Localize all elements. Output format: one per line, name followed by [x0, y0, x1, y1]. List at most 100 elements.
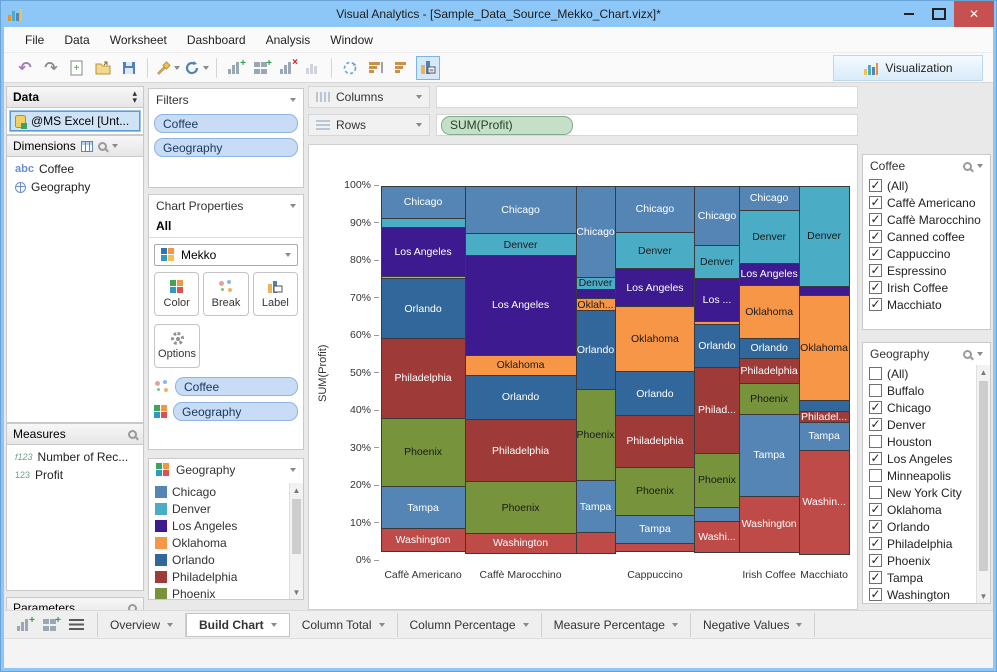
dropdown-arrow-icon[interactable]	[111, 144, 118, 148]
legend-item-phoenix[interactable]: Phoenix	[149, 585, 289, 599]
filter-item-irish-coffee[interactable]: ✓ Irish Coffee	[863, 279, 990, 296]
mekko-segment-irish-coffee-denver[interactable]: Denver	[738, 209, 800, 264]
checkbox-unchecked-icon[interactable]	[869, 486, 882, 499]
mekko-segment-espressino-chicago[interactable]: Chicago	[694, 185, 740, 247]
filter-item-espressino[interactable]: ✓ Espressino	[863, 262, 990, 279]
checkbox-checked-icon[interactable]: ✓	[869, 417, 882, 431]
color-shelf-pill[interactable]: Geography	[173, 402, 298, 421]
filter-item-phoenix[interactable]: ✓ Phoenix	[863, 552, 976, 569]
mekko-segment-irish-coffee-chicago[interactable]: Chicago	[738, 185, 800, 211]
filter-item-macchiato[interactable]: ✓ Macchiato	[863, 296, 990, 313]
menu-window[interactable]: Window	[330, 32, 373, 47]
filter-item-minneapolis[interactable]: Minneapolis	[863, 467, 976, 484]
mekko-segment-canned-coffee-phoenix[interactable]: Phoenix	[575, 389, 616, 482]
mekko-segment-espressino-philadelphia[interactable]: Philad...	[694, 366, 740, 454]
measures-header[interactable]: Measures	[6, 423, 144, 445]
mekko-segment-espressino-tampa[interactable]	[694, 507, 740, 522]
filter-pill-coffee[interactable]: Coffee	[154, 114, 298, 133]
dimensions-header[interactable]: Dimensions	[6, 135, 144, 157]
checkbox-checked-icon[interactable]: ✓	[869, 212, 882, 226]
sort-toggle-icon[interactable]: ▴ ▾	[132, 88, 137, 105]
minimize-button[interactable]	[894, 4, 924, 24]
filter-item-tampa[interactable]: ✓ Tampa	[863, 569, 976, 586]
checkbox-unchecked-icon[interactable]	[869, 435, 882, 448]
label-button[interactable]: Label	[252, 272, 298, 316]
checkbox-checked-icon[interactable]: ✓	[869, 400, 882, 414]
filter-item-caff-marocchino[interactable]: ✓ Caffè Marocchino	[863, 211, 990, 228]
new-file-button[interactable]: +	[65, 56, 89, 80]
menu-analysis[interactable]: Analysis	[265, 32, 311, 47]
menu-worksheet[interactable]: Worksheet	[109, 32, 167, 47]
checkbox-checked-icon[interactable]: ✓	[869, 246, 882, 260]
checkbox-unchecked-icon[interactable]	[869, 469, 882, 482]
checkbox-checked-icon[interactable]: ✓	[869, 451, 882, 465]
filter-item-all[interactable]: ✓ (All)	[863, 177, 990, 194]
mekko-segment-cappuccino-tampa[interactable]: Tampa	[614, 514, 696, 544]
checkbox-checked-icon[interactable]: ✓	[869, 519, 882, 533]
mekko-segment-caff-americano-los-angeles[interactable]: Los Angeles	[380, 226, 466, 278]
mekko-segment-irish-coffee-orlando[interactable]: Orlando	[738, 337, 800, 359]
filter-item-los-angeles[interactable]: ✓ Los Angeles	[863, 450, 976, 467]
rows-shelf-well[interactable]: SUM(Profit)	[436, 114, 858, 136]
columns-shelf-well[interactable]	[436, 86, 858, 108]
mekko-segment-cappuccino-washington[interactable]	[614, 542, 696, 553]
mekko-segment-irish-coffee-washington[interactable]: Washington	[738, 495, 800, 553]
close-button[interactable]: ✕	[954, 1, 994, 27]
mekko-segment-macchiato-tampa[interactable]: Tampa	[798, 422, 850, 451]
table-view-icon[interactable]	[80, 140, 93, 152]
tab-measure-percentage[interactable]: Measure Percentage	[542, 612, 691, 637]
scroll-up-icon[interactable]: ▲	[292, 485, 301, 495]
mekko-segment-canned-coffee-orlando[interactable]: Orlando	[575, 309, 616, 390]
mekko-segment-irish-coffee-tampa[interactable]: Tampa	[738, 414, 800, 497]
dimension-item-coffee[interactable]: abc Coffee	[7, 160, 143, 178]
filter-item-denver[interactable]: ✓ Denver	[863, 416, 976, 433]
menu-file[interactable]: File	[25, 32, 45, 47]
checkbox-checked-icon[interactable]: ✓	[869, 553, 882, 567]
data-source-item[interactable]: @MS Excel [Unt...	[9, 110, 141, 132]
measure-item-profit[interactable]: 123 Profit	[7, 466, 143, 484]
checkbox-checked-icon[interactable]: ✓	[869, 263, 882, 277]
mekko-segment-canned-coffee-tampa[interactable]: Tampa	[575, 480, 616, 534]
mekko-segment-irish-coffee-philadelphia[interactable]: Philadelphia	[738, 357, 800, 384]
refresh-button[interactable]	[183, 56, 210, 80]
filter-item-chicago[interactable]: ✓ Chicago	[863, 399, 976, 416]
mekko-segment-macchiato-washington[interactable]: Washin...	[798, 449, 850, 555]
checkbox-unchecked-icon[interactable]	[869, 384, 882, 397]
scrollbar-thumb[interactable]	[292, 499, 301, 554]
checkbox-checked-icon[interactable]: ✓	[869, 502, 882, 516]
legend-scrollbar[interactable]: ▲ ▼	[289, 483, 303, 599]
rows-shelf-header[interactable]: Rows	[308, 114, 430, 136]
mekko-segment-cappuccino-oklahoma[interactable]: Oklahoma	[614, 305, 696, 373]
sort-descending-button[interactable]	[390, 56, 414, 80]
tab-dropdown-arrow-icon[interactable]	[796, 622, 803, 627]
show-labels-toggle[interactable]	[416, 55, 440, 80]
filter-item-new-york-city[interactable]: New York City	[863, 484, 976, 501]
mekko-segment-cappuccino-los-angeles[interactable]: Los Angeles	[614, 268, 696, 307]
mekko-segment-caff-americano-phoenix[interactable]: Phoenix	[380, 417, 466, 487]
mekko-segment-caff-marocchino-phoenix[interactable]: Phoenix	[464, 481, 577, 534]
filter-item-washington[interactable]: ✓ Washington	[863, 586, 976, 603]
mekko-segment-caff-americano-washington[interactable]: Washington	[380, 528, 466, 553]
mekko-segment-caff-marocchino-los-angeles[interactable]: Los Angeles	[464, 254, 577, 356]
scroll-up-icon[interactable]: ▲	[979, 367, 988, 377]
search-icon[interactable]	[963, 161, 972, 171]
mekko-segment-macchiato-oklahoma[interactable]: Oklahoma	[798, 295, 850, 402]
checkbox-checked-icon[interactable]: ✓	[869, 297, 882, 311]
mekko-segment-irish-coffee-phoenix[interactable]: Phoenix	[738, 382, 800, 416]
tab-overview[interactable]: Overview	[97, 612, 187, 637]
color-button[interactable]: Color	[154, 272, 200, 316]
geography-filter-header[interactable]: Geography	[863, 343, 990, 365]
mekko-segment-espressino-los-angeles[interactable]: Los ...	[694, 278, 740, 322]
mekko-segment-caff-marocchino-philadelphia[interactable]: Philadelphia	[464, 418, 577, 483]
checkbox-checked-icon[interactable]: ✓	[869, 587, 882, 601]
filter-item-houston[interactable]: Houston	[863, 433, 976, 450]
scroll-down-icon[interactable]: ▼	[979, 591, 988, 601]
mekko-segment-caff-americano-tampa[interactable]: Tampa	[380, 485, 466, 530]
filter-item-canned-coffee[interactable]: ✓ Canned coffee	[863, 228, 990, 245]
tab-dropdown-arrow-icon[interactable]	[522, 622, 529, 627]
chart-type-select[interactable]: Mekko	[154, 244, 298, 266]
checkbox-checked-icon[interactable]: ✓	[869, 195, 882, 209]
filter-item-caff-americano[interactable]: ✓ Caffè Americano	[863, 194, 990, 211]
mekko-segment-cappuccino-denver[interactable]: Denver	[614, 232, 696, 270]
tab-build-chart[interactable]: Build Chart	[186, 612, 290, 637]
